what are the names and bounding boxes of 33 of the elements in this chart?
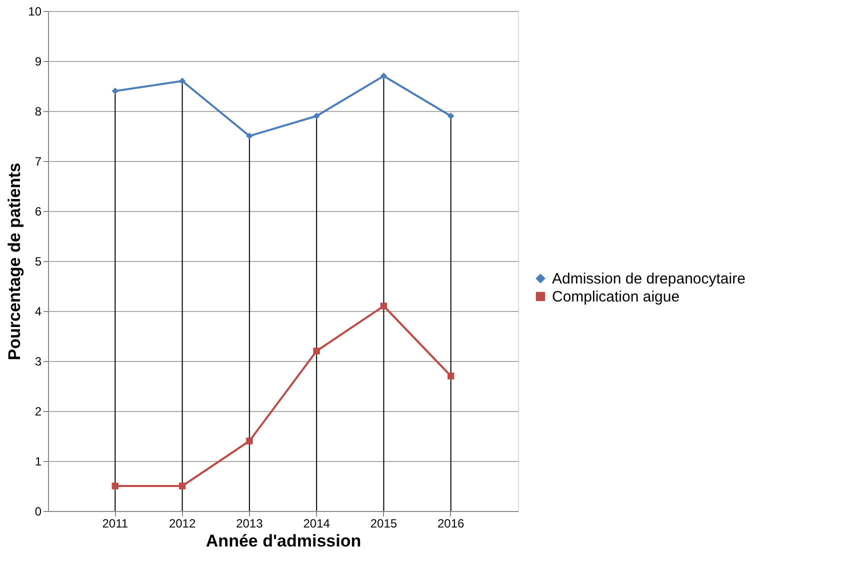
y-tick-label: 1	[34, 454, 42, 468]
y-tick-label: 2	[34, 404, 42, 418]
y-tick-label: 7	[34, 154, 42, 168]
point	[246, 132, 253, 140]
point	[112, 482, 118, 490]
x-tick-label: 2012	[168, 516, 196, 530]
legend-label: Admission de drepanocytaire	[552, 270, 746, 288]
y-tick-label: 6	[34, 204, 42, 218]
point	[313, 112, 320, 120]
point	[246, 438, 253, 444]
x-axis-title: Année d'admission	[206, 532, 362, 550]
y-tick-label: 8	[34, 104, 42, 118]
y-axis-title: Pourcentage de patients	[5, 162, 24, 360]
point	[178, 78, 186, 84]
x-tick-label: 2016	[438, 516, 465, 530]
legend-label: Complication aigue	[552, 288, 680, 306]
x-tick-label: 2013	[236, 516, 264, 530]
y-tick-label: 3	[34, 354, 42, 368]
point	[380, 72, 388, 80]
point	[178, 482, 186, 490]
x-tick-label: 2015	[370, 516, 398, 530]
point	[313, 348, 320, 354]
y-tick-label: 0	[34, 504, 42, 518]
x-tick-label: 2011	[102, 516, 128, 530]
x-tick-label: 2014	[303, 516, 330, 530]
point	[448, 372, 454, 380]
y-tick-label: 4	[34, 304, 42, 318]
point	[112, 88, 118, 94]
point	[448, 112, 454, 120]
y-tick-label: 10	[28, 4, 42, 18]
y-tick-label: 5	[34, 254, 42, 268]
point	[380, 302, 388, 310]
y-tick-label: 9	[34, 54, 42, 68]
